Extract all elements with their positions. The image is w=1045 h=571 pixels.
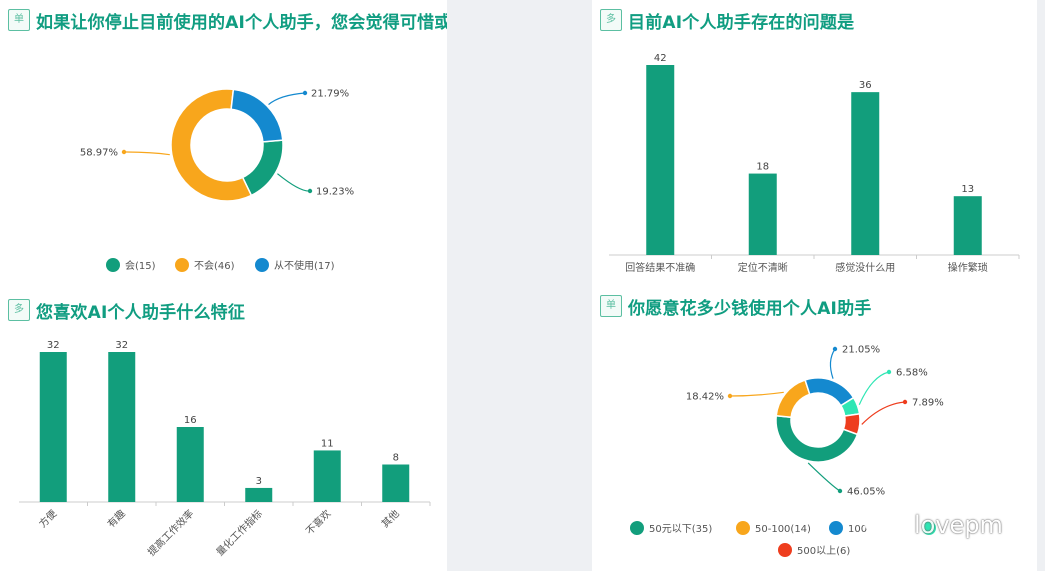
legend-swatch: [106, 258, 120, 272]
leader-dot: [302, 90, 308, 96]
x-tick-label: 有趣: [105, 507, 128, 530]
legend-swatch: [630, 521, 644, 535]
percent-label: 19.23%: [316, 187, 354, 198]
donut-slice: [775, 379, 811, 419]
panel-stop-using-question: 单 如果让你停止目前使用的AI个人助手，您会觉得可惜或难过吗？ 19.23% 58…: [0, 0, 447, 290]
question-title: 你愿意花多少钱使用个人AI助手: [628, 298, 872, 319]
donut-chart-stop-using: 19.23% 58.97% 21.79% 会(15) 不会(46) 从不使用(17): [80, 88, 354, 272]
bar: [313, 450, 341, 502]
legend-label: 不会(46): [194, 259, 235, 272]
percent-label: 7.89%: [912, 398, 944, 409]
bar-value-label: 3: [256, 476, 262, 487]
bar-value-label: 36: [859, 80, 872, 91]
question-title: 如果让你停止目前使用的AI个人助手，您会觉得可惜或难过吗？: [36, 12, 447, 33]
legend-swatch: [175, 258, 189, 272]
leader-line: [861, 401, 906, 425]
donut-slice: [170, 88, 253, 202]
x-tick-label: 方便: [36, 507, 59, 530]
x-tick-label: 不喜欢: [303, 507, 333, 537]
donut-slice: [842, 413, 861, 436]
percent-label: 6.58%: [896, 368, 928, 379]
bar: [245, 487, 273, 502]
multi-choice-badge: 多: [8, 299, 30, 321]
legend-label: 从不使用(17): [274, 259, 335, 272]
x-tick-label: 量化工作指标: [213, 507, 265, 559]
leader-dot: [837, 488, 843, 494]
percent-label: 58.97%: [80, 148, 118, 159]
leader-dot: [121, 149, 127, 155]
panel-problems-question: 多 目前AI个人助手存在的问题是 42 回答结果不准确 18 定位不清晰 36 感觉没什么…: [592, 0, 1037, 290]
bar-value-label: 18: [756, 162, 769, 173]
x-tick-label: 操作繁琐: [948, 261, 988, 274]
leader-line: [277, 173, 311, 192]
leader-dot: [902, 399, 908, 405]
legend-swatch: [829, 521, 843, 535]
question-header: 单 你愿意花多少钱使用个人AI助手: [600, 294, 872, 319]
bar-value-label: 13: [961, 184, 974, 195]
legend-label: 500以上(6): [797, 545, 850, 557]
bar: [176, 427, 204, 502]
leader-line: [123, 151, 170, 156]
bar: [108, 352, 136, 502]
legend-swatch: [255, 258, 269, 272]
bar-chart-problems: 42 回答结果不准确 18 定位不清晰 36 感觉没什么用 13 操作繁琐: [609, 53, 1020, 274]
leader-dot: [727, 393, 733, 399]
question-header: 单 如果让你停止目前使用的AI个人助手，您会觉得可惜或难过吗？: [8, 8, 447, 33]
legend-label: 50元以下(35): [649, 524, 712, 535]
donut-slice: [230, 88, 284, 143]
bar-value-label: 16: [184, 415, 197, 426]
bar-value-label: 8: [393, 453, 399, 464]
donut-slice: [241, 139, 284, 197]
bar-value-label: 42: [654, 53, 667, 64]
leader-line: [807, 462, 841, 492]
legend-swatch: [922, 521, 936, 535]
percent-label: 21.79%: [311, 89, 349, 100]
bar-value-label: 11: [321, 438, 334, 449]
bar: [953, 196, 982, 255]
leader-dot: [832, 346, 838, 352]
single-choice-badge: 单: [600, 295, 622, 317]
multi-choice-badge: 多: [600, 9, 622, 31]
leader-line: [268, 92, 306, 106]
x-tick-label: 回答结果不准确: [625, 261, 695, 274]
question-header: 多 您喜欢AI个人助手什么特征: [8, 298, 246, 323]
wechat-icon: [863, 509, 904, 541]
leader-dot: [307, 188, 313, 194]
question-title: 您喜欢AI个人助手什么特征: [36, 302, 246, 323]
bar: [748, 173, 777, 255]
legend-swatch: [778, 543, 792, 557]
donut-chart-price: 46.05% 18.42% 21.05% 6.58% 7.89% 50元以下(35) 50-…: [630, 345, 944, 557]
leader-line: [829, 348, 836, 379]
bar-value-label: 32: [47, 340, 60, 351]
leader-line: [858, 371, 890, 406]
x-tick-label: 提高工作效率: [145, 507, 197, 559]
legend-label: 会(15): [125, 259, 156, 272]
percent-label: 21.05%: [842, 345, 880, 356]
panel-features-question: 多 您喜欢AI个人助手什么特征 32 方便 32 有趣 16 提高工作效率 3 量化工作指标 1…: [0, 290, 447, 571]
leader-line: [729, 391, 784, 397]
leader-dot: [886, 369, 892, 375]
bar: [382, 464, 410, 502]
bar: [851, 92, 880, 256]
watermark: lovepm: [862, 505, 1003, 545]
legend-label: 50-100(14): [755, 524, 811, 535]
legend-swatch: [736, 521, 750, 535]
watermark-text: lovepm: [914, 511, 1003, 539]
bar-chart-features: 32 方便 32 有趣 16 提高工作效率 3 量化工作指标 11 不喜欢 8 其他: [19, 340, 431, 559]
percent-label: 18.42%: [686, 392, 724, 403]
percent-label: 46.05%: [847, 487, 885, 498]
bar: [39, 352, 67, 502]
x-tick-label: 其他: [379, 507, 402, 530]
panel-price-question: 单 你愿意花多少钱使用个人AI助手 46.05% 18.42% 21.05% 6.58…: [592, 286, 1037, 571]
question-header: 多 目前AI个人助手存在的问题是: [600, 8, 855, 33]
single-choice-badge: 单: [8, 9, 30, 31]
x-tick-label: 定位不清晰: [738, 261, 788, 274]
legend-label: 100: [848, 524, 867, 535]
x-tick-label: 感觉没什么用: [835, 261, 895, 274]
bar-value-label: 32: [115, 340, 128, 351]
bar: [646, 65, 675, 255]
question-title: 目前AI个人助手存在的问题是: [628, 12, 855, 33]
